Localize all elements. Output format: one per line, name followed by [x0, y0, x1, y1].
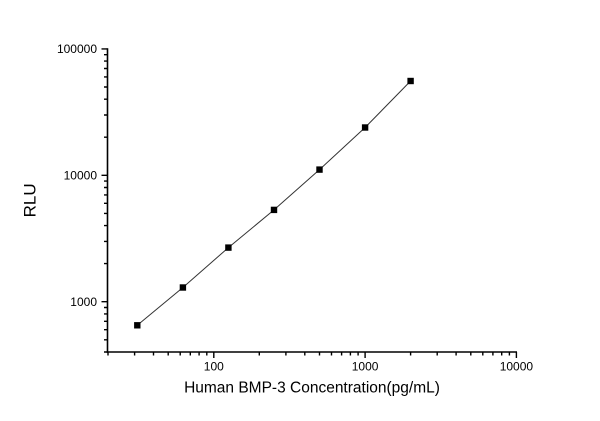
svg-text:10000: 10000 [64, 169, 98, 183]
svg-text:10000: 10000 [500, 360, 534, 374]
svg-text:RLU: RLU [21, 183, 40, 217]
svg-text:Human BMP-3 Concentration(pg/m: Human BMP-3 Concentration(pg/mL) [184, 380, 440, 397]
svg-text:1000: 1000 [70, 295, 97, 309]
svg-text:100000: 100000 [57, 42, 97, 56]
svg-text:100: 100 [204, 360, 224, 374]
svg-text:1000: 1000 [352, 360, 379, 374]
